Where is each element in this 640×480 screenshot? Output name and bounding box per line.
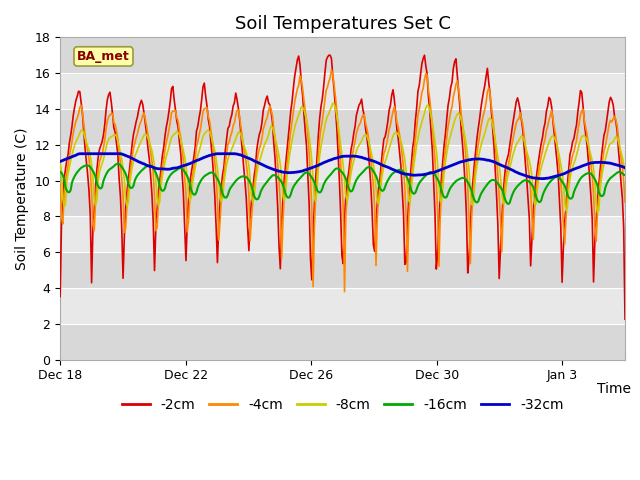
Bar [60, 145, 625, 180]
Legend: -2cm, -4cm, -8cm, -16cm, -32cm: -2cm, -4cm, -8cm, -16cm, -32cm [116, 392, 569, 417]
Bar [60, 288, 625, 324]
Bar [60, 216, 625, 252]
Title: Soil Temperatures Set C: Soil Temperatures Set C [235, 15, 451, 33]
Text: BA_met: BA_met [77, 50, 130, 63]
Bar [60, 73, 625, 109]
Y-axis label: Soil Temperature (C): Soil Temperature (C) [15, 127, 29, 270]
Bar [60, 109, 625, 145]
Bar [60, 37, 625, 73]
Bar [60, 252, 625, 288]
X-axis label: Time: Time [596, 382, 630, 396]
Bar [60, 180, 625, 216]
Bar [60, 324, 625, 360]
